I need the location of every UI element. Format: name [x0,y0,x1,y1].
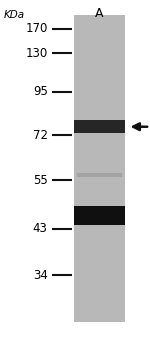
FancyBboxPatch shape [74,15,125,322]
FancyBboxPatch shape [74,206,125,225]
Text: 55: 55 [33,174,48,187]
FancyBboxPatch shape [77,173,122,177]
Text: 170: 170 [25,22,48,35]
Text: KDa: KDa [4,10,25,20]
Text: 43: 43 [33,222,48,235]
Text: A: A [95,7,104,21]
Text: 34: 34 [33,269,48,282]
Text: 130: 130 [25,47,48,60]
FancyBboxPatch shape [74,120,125,133]
Text: 95: 95 [33,85,48,98]
Text: 72: 72 [33,129,48,142]
